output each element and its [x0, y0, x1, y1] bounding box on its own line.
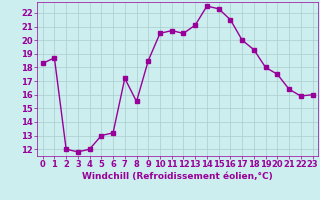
X-axis label: Windchill (Refroidissement éolien,°C): Windchill (Refroidissement éolien,°C)	[82, 172, 273, 181]
